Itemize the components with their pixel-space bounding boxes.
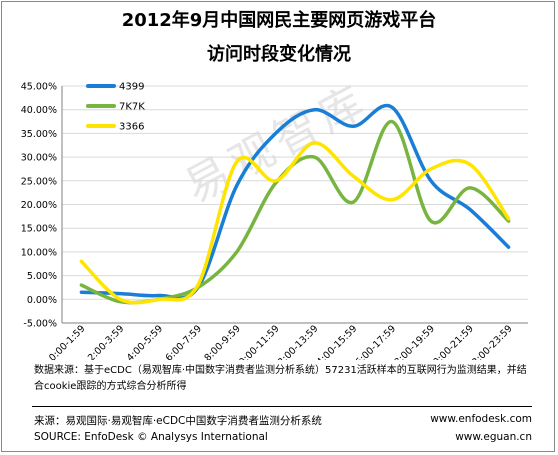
source-cn: 来源：易观国际·易观智库·eCDC中国数字消费者监测分析系统 <box>34 415 322 427</box>
footer-divider <box>32 406 532 407</box>
chart-title-line1: 2012年9月中国网民主要网页游戏平台 <box>121 10 437 31</box>
y-tick-label: 15.00% <box>21 224 57 235</box>
y-tick-label: 20.00% <box>21 200 57 211</box>
x-tick-label: 8:00-9:59 <box>202 323 242 360</box>
y-tick-label: 10.00% <box>21 247 57 258</box>
legend-label: 4399 <box>119 82 144 93</box>
data-source-note: 数据来源：基于eCDC（易观智库·中国数字消费者监测分析系统）57231活跃样本… <box>34 365 527 392</box>
y-tick-label: 45.00% <box>21 82 57 93</box>
chart-title-line2: 访问时段变化情况 <box>207 44 351 65</box>
series-line-4399 <box>79 103 511 300</box>
y-tick-label: 5.00% <box>27 271 57 282</box>
x-tick-label: 2:00-3:59 <box>86 323 126 360</box>
series-line-3366 <box>79 141 511 305</box>
y-tick-label: 40.00% <box>21 105 57 116</box>
y-tick-label: 0.00% <box>27 295 57 306</box>
y-tick-label: 35.00% <box>21 129 57 140</box>
x-tick-label: 4:00-5:59 <box>125 323 165 360</box>
source-en: SOURCE: EnfoDesk © Analysys Internationa… <box>34 431 268 443</box>
line-chart: 45.00% 40.00% 35.00% 30.00% 25.00% 20.00% 15.0… <box>21 82 528 360</box>
y-tick-label: -5.00% <box>23 319 57 330</box>
x-tick-label: 6:00-7:59 <box>164 323 204 360</box>
site-enfodesk: www.enfodesk.com <box>430 413 532 425</box>
y-tick-label: 25.00% <box>21 176 57 187</box>
legend-label: 3366 <box>119 122 144 133</box>
y-tick-label: 30.00% <box>21 153 57 164</box>
site-eguan: www.eguan.cn <box>455 431 532 443</box>
legend-label: 7K7K <box>119 102 145 113</box>
